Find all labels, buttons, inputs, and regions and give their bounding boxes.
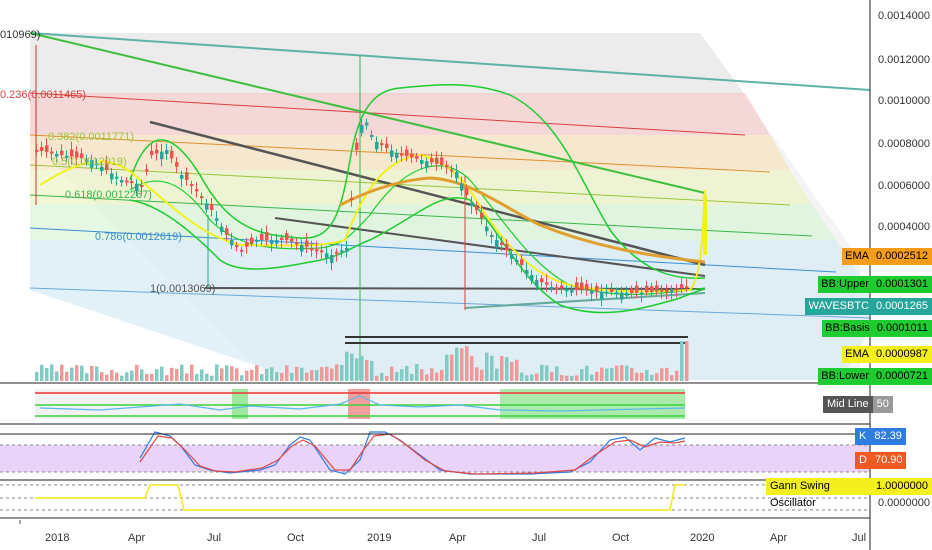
- time-tick: Jul: [207, 532, 221, 544]
- time-tick: Jul: [532, 532, 546, 544]
- price-tick: 0.0014000: [878, 10, 930, 22]
- support-line-2[interactable]: [464, 292, 706, 309]
- bb-upper-tag: BB:Upper 0.0001301: [818, 276, 932, 293]
- bb-basis-tag: BB:Basis 0.0001011: [822, 320, 932, 337]
- trendline-dark-1[interactable]: [149, 120, 706, 267]
- fib-label-0236: 0.236(0.0011465): [0, 89, 86, 101]
- fib-label-0618: 0.618(0.0012267): [65, 189, 152, 201]
- tag-name: Mid Line: [823, 396, 873, 413]
- rsi-highlight-1: [232, 389, 248, 419]
- time-tick: Oct: [287, 532, 304, 544]
- rsi-highlight-3: [500, 389, 685, 419]
- tag-value: 0.0000721: [876, 370, 928, 382]
- tag-value: 70.90: [870, 452, 907, 469]
- tag-name: D: [855, 452, 871, 469]
- fib-label-1: 1(0.0013069): [150, 283, 215, 295]
- volume-bars: [35, 341, 689, 381]
- time-tick: 2019: [367, 532, 391, 544]
- tag-value: 1.0000000: [876, 480, 928, 492]
- time-axis[interactable]: 2018 Apr Jul Oct 2019 Apr Jul Oct 2020 A…: [19, 520, 866, 544]
- ema-slow-tag: EMA 0.0002512: [842, 248, 932, 265]
- stoch-k: [139, 431, 686, 475]
- ema-fast-tag: EMA 0.0000987: [842, 346, 932, 363]
- stoch-k-tag: K 82.39: [855, 428, 906, 445]
- tag-name: BB:Lower: [821, 370, 869, 382]
- bb-lower: [129, 197, 706, 314]
- tag-name: EMA: [845, 348, 869, 360]
- stoch-band: [0, 445, 870, 472]
- gann-tag: Gann Swing Oscillator 1.0000000: [766, 478, 932, 509]
- tag-value: 0.0001301: [876, 278, 928, 290]
- tag-value: 82.39: [870, 428, 906, 445]
- tag-name: K: [855, 428, 871, 445]
- tag-name: EMA: [845, 250, 869, 262]
- trendline-upper[interactable]: [29, 32, 871, 91]
- rsi-highlight-2: [348, 389, 370, 419]
- tag-value: 0.0000987: [876, 348, 928, 360]
- time-tick: Oct: [612, 532, 629, 544]
- stoch-d: [139, 433, 686, 475]
- price-candles[interactable]: [35, 118, 707, 307]
- fib-level-labels: 010969) 0.236(0.0011465) 0.382(0.0011771…: [0, 29, 215, 295]
- tag-name: WAVESBTC: [808, 300, 869, 312]
- time-tick: Jul: [852, 532, 866, 544]
- rsi-midline-tag: Mid Line 50: [823, 396, 893, 413]
- price-tick: 0.0012000: [878, 54, 930, 66]
- fib-label-top: 010969): [0, 29, 40, 41]
- ema-slow: [339, 176, 706, 264]
- price-tick: 0.0004000: [878, 221, 930, 233]
- tag-value: 50: [872, 396, 893, 413]
- fib-label-05: 0.5(0.0012019): [52, 156, 127, 168]
- support-line[interactable]: [204, 287, 706, 290]
- time-tick: Apr: [449, 532, 466, 544]
- gann-line: [35, 484, 685, 511]
- rsi-line: [39, 395, 686, 412]
- time-tick: 2020: [690, 532, 714, 544]
- tag-value: 0.0001011: [876, 322, 928, 334]
- time-tick: 2018: [45, 532, 69, 544]
- gann-zero-tick: 0.0000000: [878, 497, 930, 509]
- tag-value: 0.0002512: [872, 248, 932, 265]
- trendline-dark-2[interactable]: [274, 217, 706, 277]
- trendline-green[interactable]: [29, 32, 706, 194]
- bb-lower-tag: BB:Lower 0.0000721: [818, 368, 932, 385]
- price-tick: 0.0010000: [878, 95, 930, 107]
- fib-label-0786: 0.786(0.0012619): [95, 231, 182, 243]
- tag-name: Gann Swing Oscillator: [770, 480, 830, 509]
- time-tick: Apr: [128, 532, 145, 544]
- bb-upper: [129, 83, 706, 279]
- price-tick: 0.0006000: [878, 180, 930, 192]
- tag-value: 0.0001265: [876, 300, 928, 312]
- fib-label-0382: 0.382(0.0011771): [48, 131, 134, 143]
- price-axis[interactable]: 0.0014000 0.0012000 0.0010000 0.0008000 …: [878, 10, 930, 509]
- tag-name: BB:Upper: [821, 278, 869, 290]
- price-tick: 0.0008000: [878, 138, 930, 150]
- stoch-d-tag: D 70.90: [855, 452, 907, 469]
- tag-name: BB:Basis: [825, 322, 870, 334]
- time-tick: Apr: [770, 532, 787, 544]
- symbol-price-tag: WAVESBTC 0.0001265: [805, 298, 932, 315]
